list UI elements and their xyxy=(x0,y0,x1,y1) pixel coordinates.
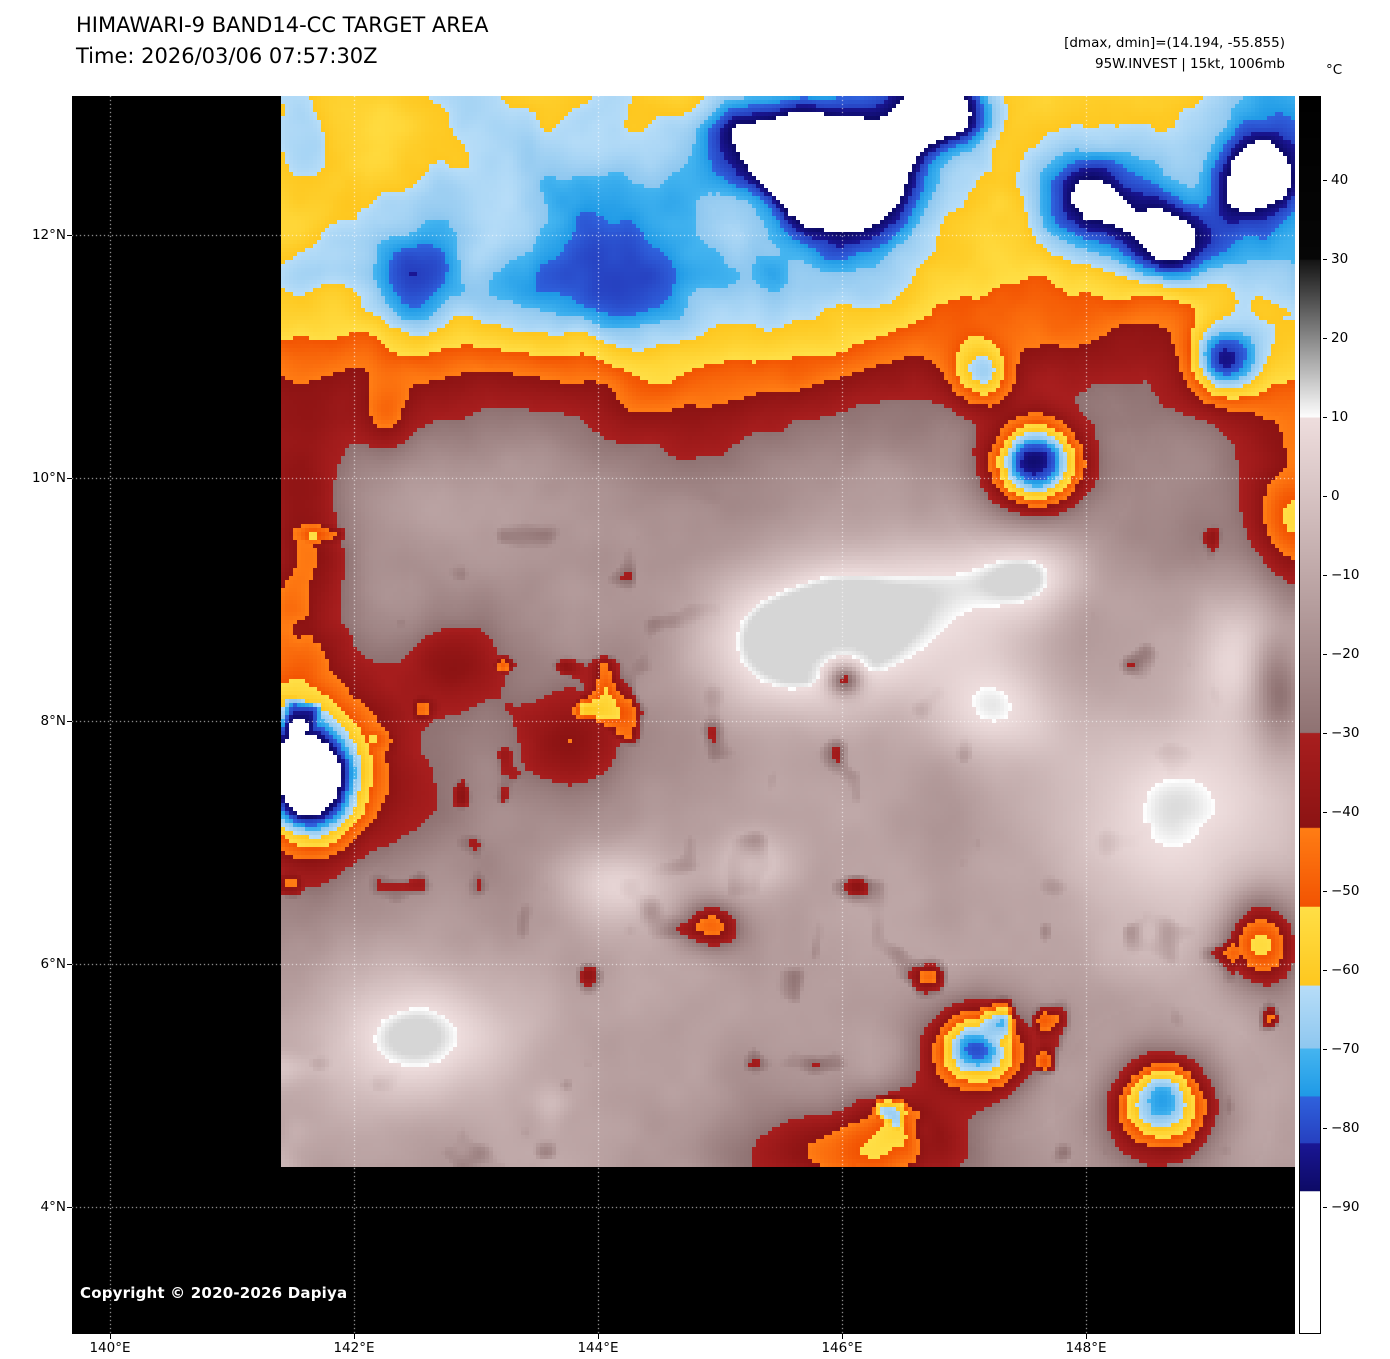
colorbar-tick-label: −40 xyxy=(1331,803,1360,820)
x-tick-mark xyxy=(354,1334,355,1339)
x-tick-mark xyxy=(598,1334,599,1339)
colorbar-tick-mark xyxy=(1323,495,1327,497)
colorbar-tick-mark xyxy=(1323,1206,1327,1208)
colorbar-tick-label: −80 xyxy=(1331,1119,1360,1136)
x-tick-label: 148°E xyxy=(1065,1340,1107,1356)
y-tick-mark xyxy=(67,1207,72,1208)
colorbar-tick-label: −50 xyxy=(1331,882,1360,899)
storm-info-annotation: 95W.INVEST | 15kt, 1006mb xyxy=(1094,56,1285,72)
colorbar-tick-label: −20 xyxy=(1331,645,1360,662)
colorbar-tick-label: −70 xyxy=(1331,1040,1360,1057)
y-tick-mark xyxy=(67,235,72,236)
colorbar-tick-mark xyxy=(1323,732,1327,734)
x-tick-label: 144°E xyxy=(577,1340,619,1356)
y-tick-label: 10°N xyxy=(31,470,66,486)
colorbar-tick-mark xyxy=(1323,1127,1327,1129)
colorbar-tick-label: −10 xyxy=(1331,566,1360,583)
x-tick-label: 140°E xyxy=(89,1340,131,1356)
colorbar-tick-label: −30 xyxy=(1331,724,1360,741)
figure-title: HIMAWARI-9 BAND14-CC TARGET AREA xyxy=(76,13,489,37)
colorbar-tick-label: 10 xyxy=(1331,408,1349,425)
y-tick-label: 4°N xyxy=(40,1199,66,1215)
latlon-grid-overlay xyxy=(72,96,1295,1334)
colorbar-tick-mark xyxy=(1323,1048,1327,1050)
colorbar-tick-mark xyxy=(1323,969,1327,971)
y-tick-label: 12°N xyxy=(31,227,66,243)
figure-annotations: [dmax, dmin]=(14.194, -55.855) 95W.INVES… xyxy=(1064,33,1285,75)
colorbar-unit-label: °C xyxy=(1326,62,1343,78)
y-tick-label: 6°N xyxy=(40,956,66,972)
x-tick-mark xyxy=(842,1334,843,1339)
x-tick-mark xyxy=(1086,1334,1087,1339)
x-tick-label: 142°E xyxy=(333,1340,375,1356)
colorbar-tick-mark xyxy=(1323,416,1327,418)
dmax-dmin-annotation: [dmax, dmin]=(14.194, -55.855) xyxy=(1064,35,1285,51)
y-tick-mark xyxy=(67,964,72,965)
colorbar-tick-mark xyxy=(1323,574,1327,576)
colorbar-tick-label: 20 xyxy=(1331,329,1349,346)
copyright-label: Copyright © 2020-2026 Dapiya xyxy=(80,1284,348,1302)
colorbar-tick-mark xyxy=(1323,337,1327,339)
y-tick-mark xyxy=(67,721,72,722)
colorbar-tick-mark xyxy=(1323,653,1327,655)
y-tick-mark xyxy=(67,478,72,479)
colorbar-tick-label: −90 xyxy=(1331,1198,1360,1215)
colorbar-tick-mark xyxy=(1323,179,1327,181)
colorbar-gradient xyxy=(1299,96,1321,1334)
x-tick-label: 146°E xyxy=(821,1340,863,1356)
colorbar-tick-label: 30 xyxy=(1331,250,1349,267)
colorbar-tick-mark xyxy=(1323,811,1327,813)
y-tick-label: 8°N xyxy=(40,713,66,729)
x-tick-mark xyxy=(110,1334,111,1339)
colorbar-tick-mark xyxy=(1323,890,1327,892)
figure-time: Time: 2026/03/06 07:57:30Z xyxy=(76,44,378,68)
colorbar-tick-label: 40 xyxy=(1331,171,1349,188)
map-plot-area: Copyright © 2020-2026 Dapiya xyxy=(72,96,1295,1334)
colorbar-tick-mark xyxy=(1323,258,1327,260)
colorbar-tick-label: 0 xyxy=(1331,487,1340,504)
colorbar-tick-label: −60 xyxy=(1331,961,1360,978)
